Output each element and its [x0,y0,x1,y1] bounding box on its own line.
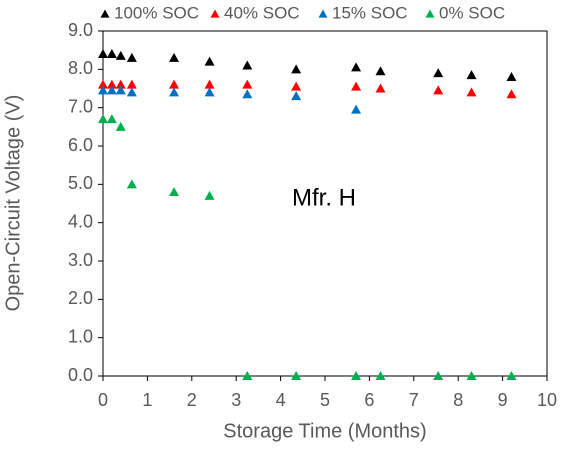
y-tick-label: 9.0 [68,20,93,40]
legend-marker [318,9,328,18]
y-tick-label: 5.0 [68,173,93,193]
point [466,70,477,80]
point [106,85,117,95]
point [106,79,117,89]
point [98,85,108,95]
x-tick-label: 4 [276,390,286,410]
point [466,371,477,380]
y-tick-label: 0.0 [68,365,93,385]
point [242,89,253,99]
annotation: Mfr. H [292,184,356,211]
x-axis-label: Storage Time (Months) [223,420,426,442]
legend-marker [100,9,110,18]
point [126,87,137,97]
y-tick-label: 3.0 [68,250,93,270]
point [115,50,126,60]
y-tick-label: 6.0 [68,135,93,155]
point [291,371,302,380]
point [433,371,444,380]
point [106,49,117,58]
point [115,79,126,89]
x-tick-label: 5 [320,390,330,410]
point [126,79,137,89]
point [466,87,477,97]
x-tick-label: 6 [364,390,374,410]
legend-label: 40% SOC [224,3,300,22]
point [204,87,215,97]
point [98,79,108,89]
legend-label: 0% SOC [439,3,505,22]
point [98,114,108,124]
legend-marker [210,9,220,18]
point [351,81,362,91]
point [291,81,302,91]
point [506,72,517,81]
point [169,87,180,97]
x-tick-label: 0 [98,390,108,410]
point [169,52,180,62]
point [291,91,302,101]
point [506,89,517,99]
point [433,68,444,78]
point [351,371,362,380]
point [351,62,362,72]
point [375,371,386,380]
x-tick-label: 10 [537,390,557,410]
point [375,66,386,76]
point [169,79,180,89]
point [98,49,108,58]
x-tick-label: 1 [142,390,152,410]
point [351,104,362,114]
point [204,190,215,200]
y-tick-label: 8.0 [68,58,93,78]
point [115,121,126,131]
point [242,371,253,380]
y-tick-label: 1.0 [68,326,93,346]
y-tick-label: 7.0 [68,96,93,116]
legend-label: 15% SOC [332,3,408,22]
point [506,371,517,380]
point [126,52,137,62]
x-tick-label: 3 [231,390,241,410]
x-tick-label: 2 [187,390,197,410]
y-axis-label: Open-Circuit Voltage (V) [2,95,24,312]
y-tick-label: 4.0 [68,211,93,231]
x-tick-label: 9 [498,390,508,410]
legend-marker [425,9,435,18]
legend-label: 100% SOC [114,3,199,22]
point [169,187,180,196]
point [106,114,117,124]
point [242,60,253,70]
point [115,85,126,95]
y-tick-label: 2.0 [68,288,93,308]
point [375,83,386,93]
point [204,79,215,89]
x-tick-label: 7 [409,390,419,410]
point [242,79,253,89]
point [291,64,302,74]
point [433,85,444,95]
point [204,56,215,66]
x-tick-label: 8 [453,390,463,410]
point [126,179,137,189]
